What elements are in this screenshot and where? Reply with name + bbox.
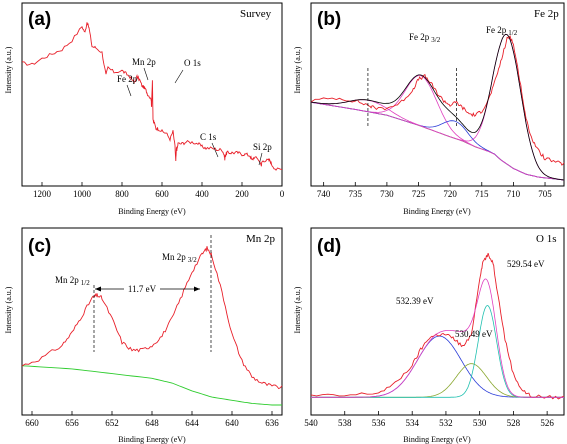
- panel-a-tick-label: 0: [280, 189, 285, 199]
- panel-b-tick-label: 730: [380, 189, 394, 199]
- panel-c-title: Mn 2p: [246, 233, 276, 245]
- panel-c-split-label-bg: [124, 282, 160, 294]
- panel-c-label-p32: Mn 2p 3/2: [162, 252, 197, 264]
- panel-c-label-p12: Mn 2p 1/2: [55, 275, 90, 287]
- panel-c-xlabel: Binding Energy (eV): [118, 435, 186, 444]
- panel-c-arrowhead-right: [194, 286, 200, 292]
- panel-a-letter: (a): [28, 9, 51, 30]
- panel-c-tick-label: 648: [145, 418, 159, 428]
- panel-c-ylabel: Intensity (a.u.): [4, 286, 13, 333]
- panel-b-peak-line: [310, 75, 565, 181]
- panel-a-xlabel: Binding Energy (eV): [118, 207, 186, 216]
- panel-c-arrowhead-left: [95, 286, 101, 292]
- panel-a-label-c1s: C 1s: [200, 132, 217, 142]
- panel-b-ylabel: Intensity (a.u.): [293, 46, 302, 93]
- panel-b-tick-label: 720: [443, 189, 457, 199]
- panel-d-tick-label: 530: [473, 418, 487, 428]
- panel-a-label-mn2p: Mn 2p: [132, 57, 156, 67]
- panel-b-fitted-peaks: [310, 33, 565, 181]
- panel-b-tick-label: 735: [349, 189, 363, 199]
- panel-b-envelope-line: [310, 33, 565, 181]
- panel-b-tick-label: 740: [317, 189, 331, 199]
- panel-d-letter: (d): [317, 236, 341, 257]
- panel-a-tick-label: 600: [155, 189, 169, 199]
- panel-b-xlabel: Binding Energy (eV): [403, 207, 471, 216]
- panel-b-marker-lines: [367, 68, 457, 128]
- panel-a-label-si2p: Si 2p: [253, 142, 272, 152]
- panel-a-ticks: 1200 1000 800 600 400 200 0: [33, 182, 285, 199]
- panel-d-ylabel: Intensity (a.u.): [293, 286, 302, 333]
- panel-d-envelope-line: [311, 278, 564, 398]
- panel-b-raw-line: [310, 34, 565, 166]
- panel-b-tick-label: 710: [507, 189, 521, 199]
- panel-c-tick-label: 640: [225, 418, 239, 428]
- panel-c-ticks: 660 656 652 648 644 640 636: [25, 411, 279, 428]
- panel-d-raw-line: [310, 252, 565, 400]
- panel-a-arrow-mn2p: [143, 67, 149, 81]
- panel-a-arrow-si2p: [258, 152, 263, 166]
- panel-d-tick-label: 528: [507, 418, 521, 428]
- panel-d-frame: [310, 227, 565, 416]
- panel-a-frame: [21, 2, 283, 187]
- panel-c-tick-label: 636: [265, 418, 279, 428]
- panel-a-label-o1s: O 1s: [184, 58, 201, 68]
- panel-a-tick-label: 1200: [33, 189, 52, 199]
- panel-b-label-p12: Fe 2p 1/2: [486, 25, 518, 37]
- panel-a-arrow-c1s: [211, 142, 219, 158]
- panel-d-peak-line: [311, 335, 564, 398]
- panel-c-background-line: [21, 365, 282, 406]
- panel-b-letter: (b): [317, 9, 341, 30]
- panel-d-tick-label: 538: [338, 418, 352, 428]
- panel-d-xlabel: Binding Energy (eV): [403, 435, 471, 444]
- panel-b-label-p32: Fe 2p 3/2: [409, 32, 441, 44]
- panel-d-tick-label: 536: [372, 418, 386, 428]
- panel-c-split-label: 11.7 eV: [128, 284, 157, 294]
- panel-d: (d) O 1s Intensity (a.u.) Binding Energy…: [293, 227, 565, 444]
- panel-d-ticks: 540 538 536 534 532 530 528 526: [304, 411, 554, 428]
- panel-b-tick-label: 705: [538, 189, 552, 199]
- panel-a: (a) Survey Intensity (a.u.) Binding Ener…: [4, 2, 285, 216]
- panel-d-tick-label: 540: [304, 418, 318, 428]
- panel-b-tick-label: 715: [475, 189, 489, 199]
- panel-a-tick-label: 200: [235, 189, 249, 199]
- panel-a-tick-label: 800: [115, 189, 129, 199]
- panel-a-ylabel: Intensity (a.u.): [4, 46, 13, 93]
- panel-b-title: Fe 2p: [534, 8, 559, 20]
- panel-a-arrow-o1s: [174, 69, 184, 84]
- panel-d-title: O 1s: [536, 233, 556, 245]
- panel-d-tick-label: 532: [439, 418, 453, 428]
- panel-c-tick-label: 660: [25, 418, 39, 428]
- panel-d-label-p2: 530.49 eV: [455, 329, 493, 339]
- panel-d-tick-label: 526: [540, 418, 554, 428]
- panel-c: (c) Mn 2p Intensity (a.u.) Binding Energ…: [4, 227, 283, 444]
- panel-a-label-fe2p: Fe 2p: [117, 74, 138, 84]
- panel-a-survey-line: [21, 22, 283, 171]
- panel-d-label-p1: 532.39 eV: [396, 296, 434, 306]
- panel-b-peak-line: [310, 101, 565, 181]
- panel-c-tick-label: 652: [105, 418, 119, 428]
- panel-a-title: Survey: [240, 8, 272, 20]
- panel-a-tick-label: 400: [195, 189, 209, 199]
- panel-c-raw-line: [21, 246, 283, 390]
- panel-c-tick-label: 644: [185, 418, 199, 428]
- panel-a-arrow-fe2p: [126, 84, 132, 97]
- panel-d-tick-label: 534: [405, 418, 419, 428]
- panel-d-fitted-peaks: [311, 305, 564, 398]
- panel-b-frame: [310, 2, 565, 187]
- panel-c-frame: [21, 227, 283, 416]
- panel-c-tick-label: 656: [65, 418, 79, 428]
- panel-d-peak-line: [311, 305, 564, 398]
- panel-b-peak-line: [310, 33, 565, 181]
- panel-a-tick-label: 1000: [73, 189, 92, 199]
- panel-c-letter: (c): [28, 236, 51, 257]
- panel-b-peak-line: [310, 99, 565, 181]
- panel-d-peak-line: [311, 363, 564, 398]
- panel-b-background-line: [310, 101, 565, 181]
- panel-b: (b) Fe 2p Intensity (a.u.) Binding Energ…: [293, 2, 565, 216]
- panel-b-tick-label: 725: [412, 189, 426, 199]
- panel-d-label-p3: 529.54 eV: [507, 259, 545, 269]
- panel-b-ticks: 740 735 730 725 720 715 710 705: [317, 182, 552, 199]
- panel-c-marker-lines: [93, 235, 212, 352]
